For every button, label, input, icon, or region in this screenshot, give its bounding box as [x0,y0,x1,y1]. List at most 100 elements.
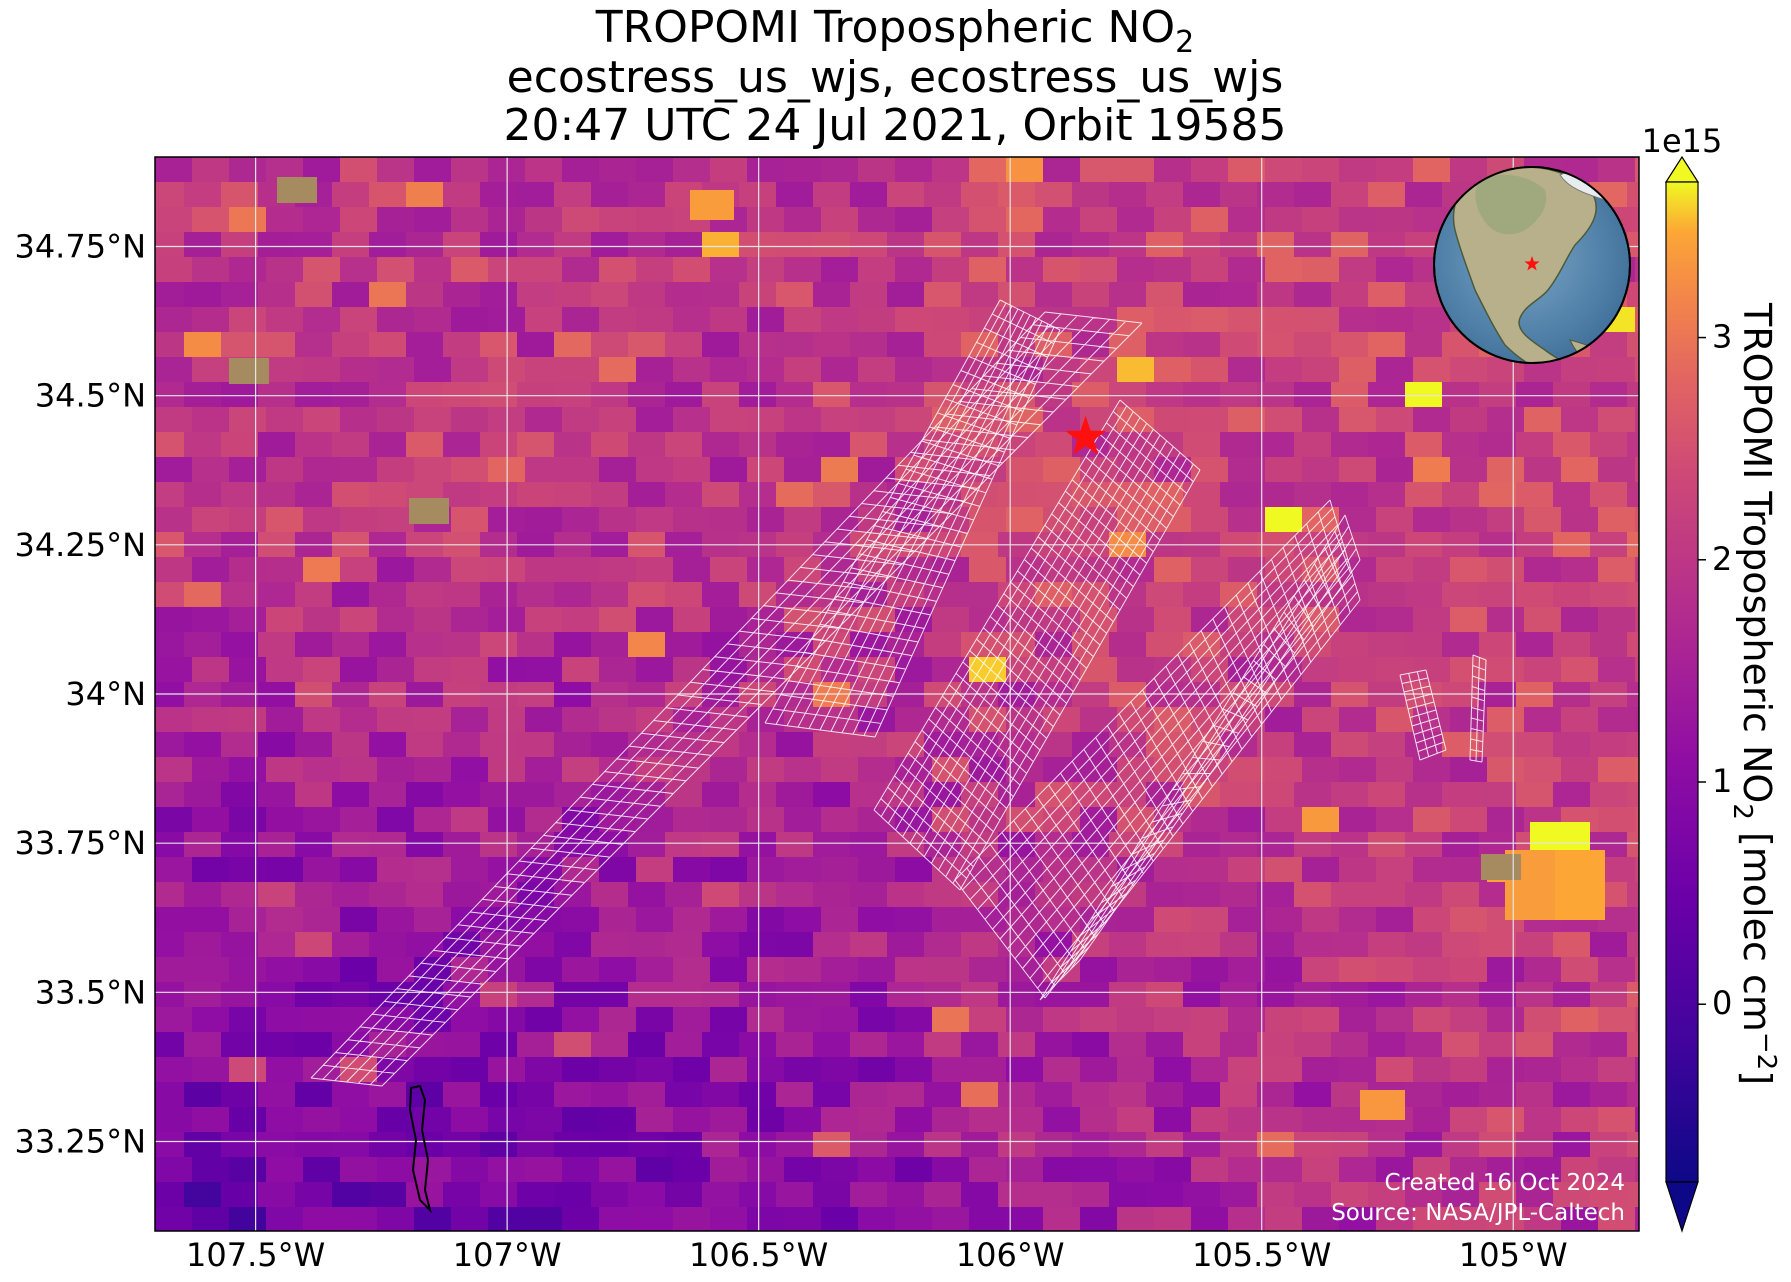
colorbar: 0 1 2 3 1e15 TROPOMI Tropospheric NO2 [mole… [1642,122,1781,1233]
lon-tick-label: 107°W [453,1236,562,1274]
no2-pixel [1635,407,1639,433]
no2-pixel [1635,857,1639,883]
no2-pixel [1627,1032,1639,1058]
no2-pixel [1627,382,1639,408]
lat-tick-label: 34°N [65,675,146,713]
no2-pixel [1635,607,1639,633]
no2-pixel [1555,850,1605,920]
no2-pixel [1635,1157,1639,1183]
no2-pixel [1598,1107,1639,1133]
colorbar-label: TROPOMI Tropospheric NO2 [molec cm−2] [1727,302,1781,1085]
no2-pixel [1635,157,1639,183]
no2-pixel [1627,882,1639,908]
no2-pixel [1635,257,1639,283]
no2-pixel [1635,707,1639,733]
swath-grid [764,299,1061,738]
swath-grid [873,399,1201,891]
no2-pixel [1635,907,1639,933]
no2-pixel [1627,932,1639,958]
no2-pixel [1598,357,1639,383]
no2-pixel [1635,957,1639,983]
colorbar-tick-label: 1 [1712,762,1732,800]
globe-site-star [1524,256,1540,271]
colorbar-extend-top [1664,155,1700,183]
lon-tick-label: 105°W [1459,1236,1568,1274]
no2-pixel [1635,1107,1639,1133]
lat-tick-label: 33.5°N [35,973,146,1011]
swath-grid [310,311,1143,1087]
no2-pixel [1598,1057,1639,1083]
colorbar-tick-label: 3 [1712,318,1732,356]
swath-grid [954,499,1361,999]
swath-grid [1469,654,1487,763]
no2-pixel [1598,707,1639,733]
no2-pixel [1598,457,1639,483]
no2-pixel [1627,982,1639,1008]
no2-pixel [1627,1082,1639,1108]
no2-pixel [1360,1090,1405,1120]
lon-tick-label: 105.5°W [1192,1236,1331,1274]
no2-pixel [1635,307,1639,333]
no2-pixel [1627,732,1639,758]
no2-pixel [1635,1007,1639,1033]
no2-pixel [1635,457,1639,483]
lat-tick-label: 34.25°N [14,526,146,564]
no2-pixel [1598,657,1639,683]
no2-pixel [1598,157,1639,183]
land-patch [1481,854,1521,880]
land-patch [409,498,449,524]
no2-pixel [1598,557,1639,583]
lat-tick-label: 34.5°N [35,377,146,415]
no2-pixel [1627,682,1639,708]
no2-pixel [1635,557,1639,583]
title-line-2: ecostress_us_wjs, ecostress_us_wjs [507,52,1284,103]
chart-title: TROPOMI Tropospheric NO2 ecostress_us_wj… [503,2,1286,151]
no2-pixel [1627,332,1639,358]
map-panel: Created 16 Oct 2024 Source: NASA/JPL-Cal… [155,157,1639,1231]
no2-pixel [1598,1007,1639,1033]
no2-pixel [1598,807,1639,833]
lat-tick-label: 34.75°N [14,228,146,266]
no2-pixel [1627,1132,1639,1158]
swath-grid [1399,669,1447,761]
land-patch [229,358,269,384]
no2-pixel [1627,832,1639,858]
lake-outline [408,1084,432,1214]
no2-pixel [1627,482,1639,508]
map-frame [154,156,1640,1232]
lon-tick-label: 107.5°W [186,1236,325,1274]
no2-pixel [1635,207,1639,233]
colorbar-ticks: 0 1 2 3 [1698,318,1732,1022]
land-patch [277,177,317,203]
no2-pixel [1635,1207,1639,1231]
no2-pixel [1635,507,1639,533]
no2-pixel [1627,432,1639,458]
no2-pixel [1598,1207,1639,1231]
colorbar-exponent: 1e15 [1642,122,1723,160]
colorbar-extend-bottom [1665,1181,1699,1233]
no2-pixel [1627,782,1639,808]
no2-pixel [1627,182,1639,208]
title-line-1: TROPOMI Tropospheric NO2 [595,2,1194,60]
lon-tick-label: 106°W [956,1236,1065,1274]
no2-pixel [1627,282,1639,308]
no2-pixel [1598,1157,1639,1183]
no2-pixel [1635,657,1639,683]
title-line-3: 20:47 UTC 24 Jul 2021, Orbit 19585 [503,100,1286,151]
credit-source: Source: NASA/JPL-Caltech [1331,1200,1625,1226]
no2-pixel [1598,407,1639,433]
site-marker-star [1065,415,1107,455]
no2-pixel [1627,582,1639,608]
no2-pixel [1635,1057,1639,1083]
no2-pixel [1598,957,1639,983]
lat-tick-label: 33.25°N [14,1123,146,1161]
credit-created: Created 16 Oct 2024 [1384,1170,1625,1196]
swath-grid [1039,514,1361,1001]
no2-pixel [1530,822,1590,852]
colorbar-tick-label: 0 [1712,984,1732,1022]
no2-pixel-field [155,157,1639,1231]
no2-pixel [1627,632,1639,658]
no2-pixel [1635,357,1639,383]
ecostress-swath-outline [310,299,1487,1087]
